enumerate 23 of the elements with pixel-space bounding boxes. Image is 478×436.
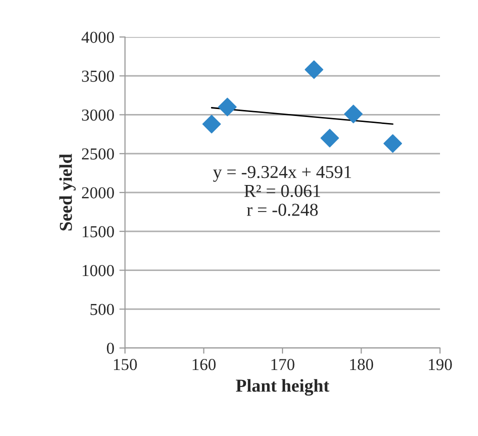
- y-tick-label: 2500: [82, 148, 114, 160]
- x-tick-label: 190: [428, 358, 452, 370]
- y-tick-label: 2000: [82, 187, 114, 198]
- point: [304, 60, 324, 79]
- y-tick-label: 4000: [82, 32, 114, 43]
- x-tick-label: 180: [350, 358, 374, 370]
- x-tick-label: 170: [271, 358, 294, 370]
- y-tick-label: 0: [106, 342, 114, 354]
- point: [344, 104, 363, 124]
- y-tick-label: 3500: [82, 70, 114, 82]
- y-tick-label: 1000: [82, 264, 114, 276]
- x-tick-label: 150: [114, 358, 137, 370]
- y-tick-label: 500: [90, 304, 114, 316]
- x-tick-label: 160: [192, 358, 216, 370]
- point: [218, 98, 237, 116]
- point: [202, 114, 221, 134]
- y-tick-label: 1500: [82, 226, 114, 238]
- y-axis-title: Seed yield: [59, 154, 76, 230]
- annotation: y = -9.324x + 4591 R² = 0.061 r = -0.248: [213, 166, 352, 216]
- x-axis-title: Plant height: [236, 379, 330, 396]
- point: [383, 134, 402, 153]
- y-tick-label: 3000: [82, 109, 114, 121]
- point: [320, 128, 340, 148]
